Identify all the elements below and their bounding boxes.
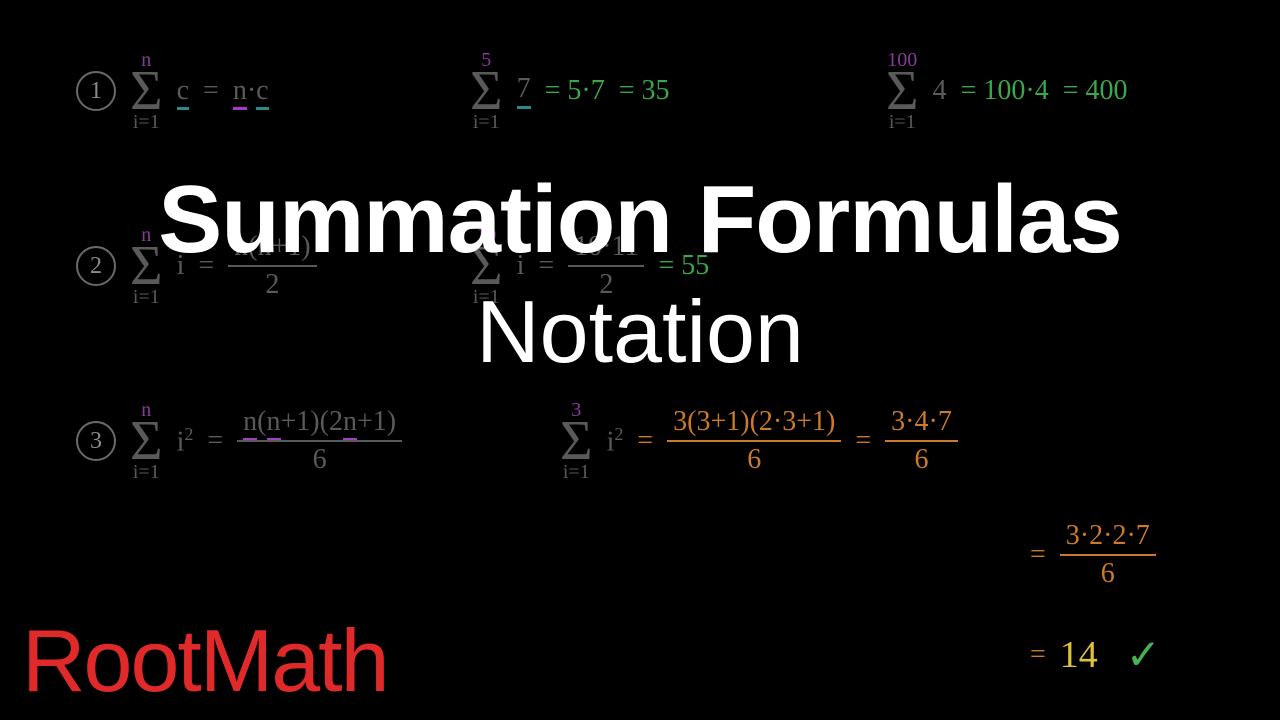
example-1b: 100 Σ i=1 4 = 100·4 = 400 xyxy=(886,50,1128,132)
example-1a: 5 Σ i=1 7 = 5·7 = 35 xyxy=(470,50,670,132)
sigma-1: n Σ i=1 xyxy=(130,50,163,132)
title-overlay: Summation Formulas Notation xyxy=(0,165,1280,383)
marker-1: 1 xyxy=(76,71,116,111)
formula-1: 1 n Σ i=1 c = n·c xyxy=(76,50,269,132)
example-3: 3 Σ i=1 i2 = 3(3+1)(2·3+1) 6 = 3·4·7 6 xyxy=(560,400,958,482)
sigma-1b: 100 Σ i=1 xyxy=(886,50,919,132)
frac-3ex2: 3·4·7 6 xyxy=(885,406,958,476)
example-3-answer: = 14 ✓ xyxy=(1030,630,1161,680)
sigma-3: n Σ i=1 xyxy=(130,400,163,482)
example-3-reduce: = 3·2·2·7 6 xyxy=(1030,520,1156,590)
frac-3: n(n+1)(2n+1) 6 xyxy=(237,406,402,476)
sigma-1a: 5 Σ i=1 xyxy=(470,50,503,132)
brand-logo: RootMath xyxy=(22,610,388,712)
sigma-3ex: 3 Σ i=1 xyxy=(560,400,593,482)
formula-3: 3 n Σ i=1 i2 = n(n+1)(2n+1) 6 xyxy=(76,400,402,482)
check-icon: ✓ xyxy=(1126,630,1161,680)
frac-3ex: 3(3+1)(2·3+1) 6 xyxy=(667,406,841,476)
marker-3: 3 xyxy=(76,421,116,461)
title-line-1: Summation Formulas xyxy=(0,165,1280,275)
title-line-2: Notation xyxy=(0,281,1280,383)
